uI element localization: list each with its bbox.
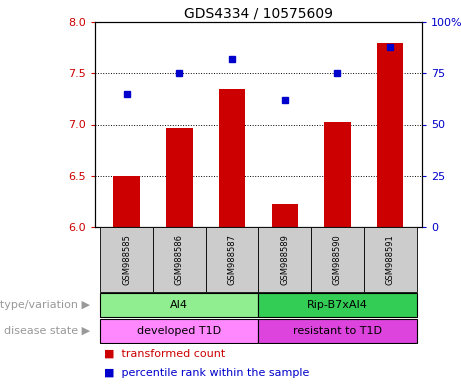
Text: genotype/variation ▶: genotype/variation ▶	[0, 300, 90, 310]
Text: GSM988590: GSM988590	[333, 234, 342, 285]
Bar	[324, 122, 351, 227]
Text: GSM988585: GSM988585	[122, 234, 131, 285]
Bar	[364, 227, 416, 292]
Text: resistant to T1D: resistant to T1D	[293, 326, 382, 336]
Bar	[219, 89, 245, 227]
Bar	[166, 127, 193, 227]
Text: AI4: AI4	[170, 300, 189, 310]
Bar	[100, 319, 258, 343]
Text: GSM988587: GSM988587	[228, 234, 236, 285]
Bar	[272, 204, 298, 227]
Bar	[100, 227, 153, 292]
Text: ■  percentile rank within the sample: ■ percentile rank within the sample	[104, 368, 310, 378]
Text: GSM988589: GSM988589	[280, 234, 289, 285]
Text: ■  transformed count: ■ transformed count	[104, 349, 225, 359]
Text: developed T1D: developed T1D	[137, 326, 221, 336]
Text: Rip-B7xAI4: Rip-B7xAI4	[307, 300, 368, 310]
Bar	[258, 293, 416, 317]
Bar	[311, 227, 364, 292]
Bar	[100, 293, 258, 317]
Bar	[113, 176, 140, 227]
Text: GSM988586: GSM988586	[175, 234, 184, 285]
Bar	[258, 319, 416, 343]
Title: GDS4334 / 10575609: GDS4334 / 10575609	[184, 7, 333, 21]
Text: GSM988591: GSM988591	[386, 234, 395, 285]
Bar	[153, 227, 206, 292]
Bar	[258, 227, 311, 292]
Bar	[377, 43, 403, 227]
Bar	[206, 227, 258, 292]
Text: disease state ▶: disease state ▶	[4, 326, 90, 336]
